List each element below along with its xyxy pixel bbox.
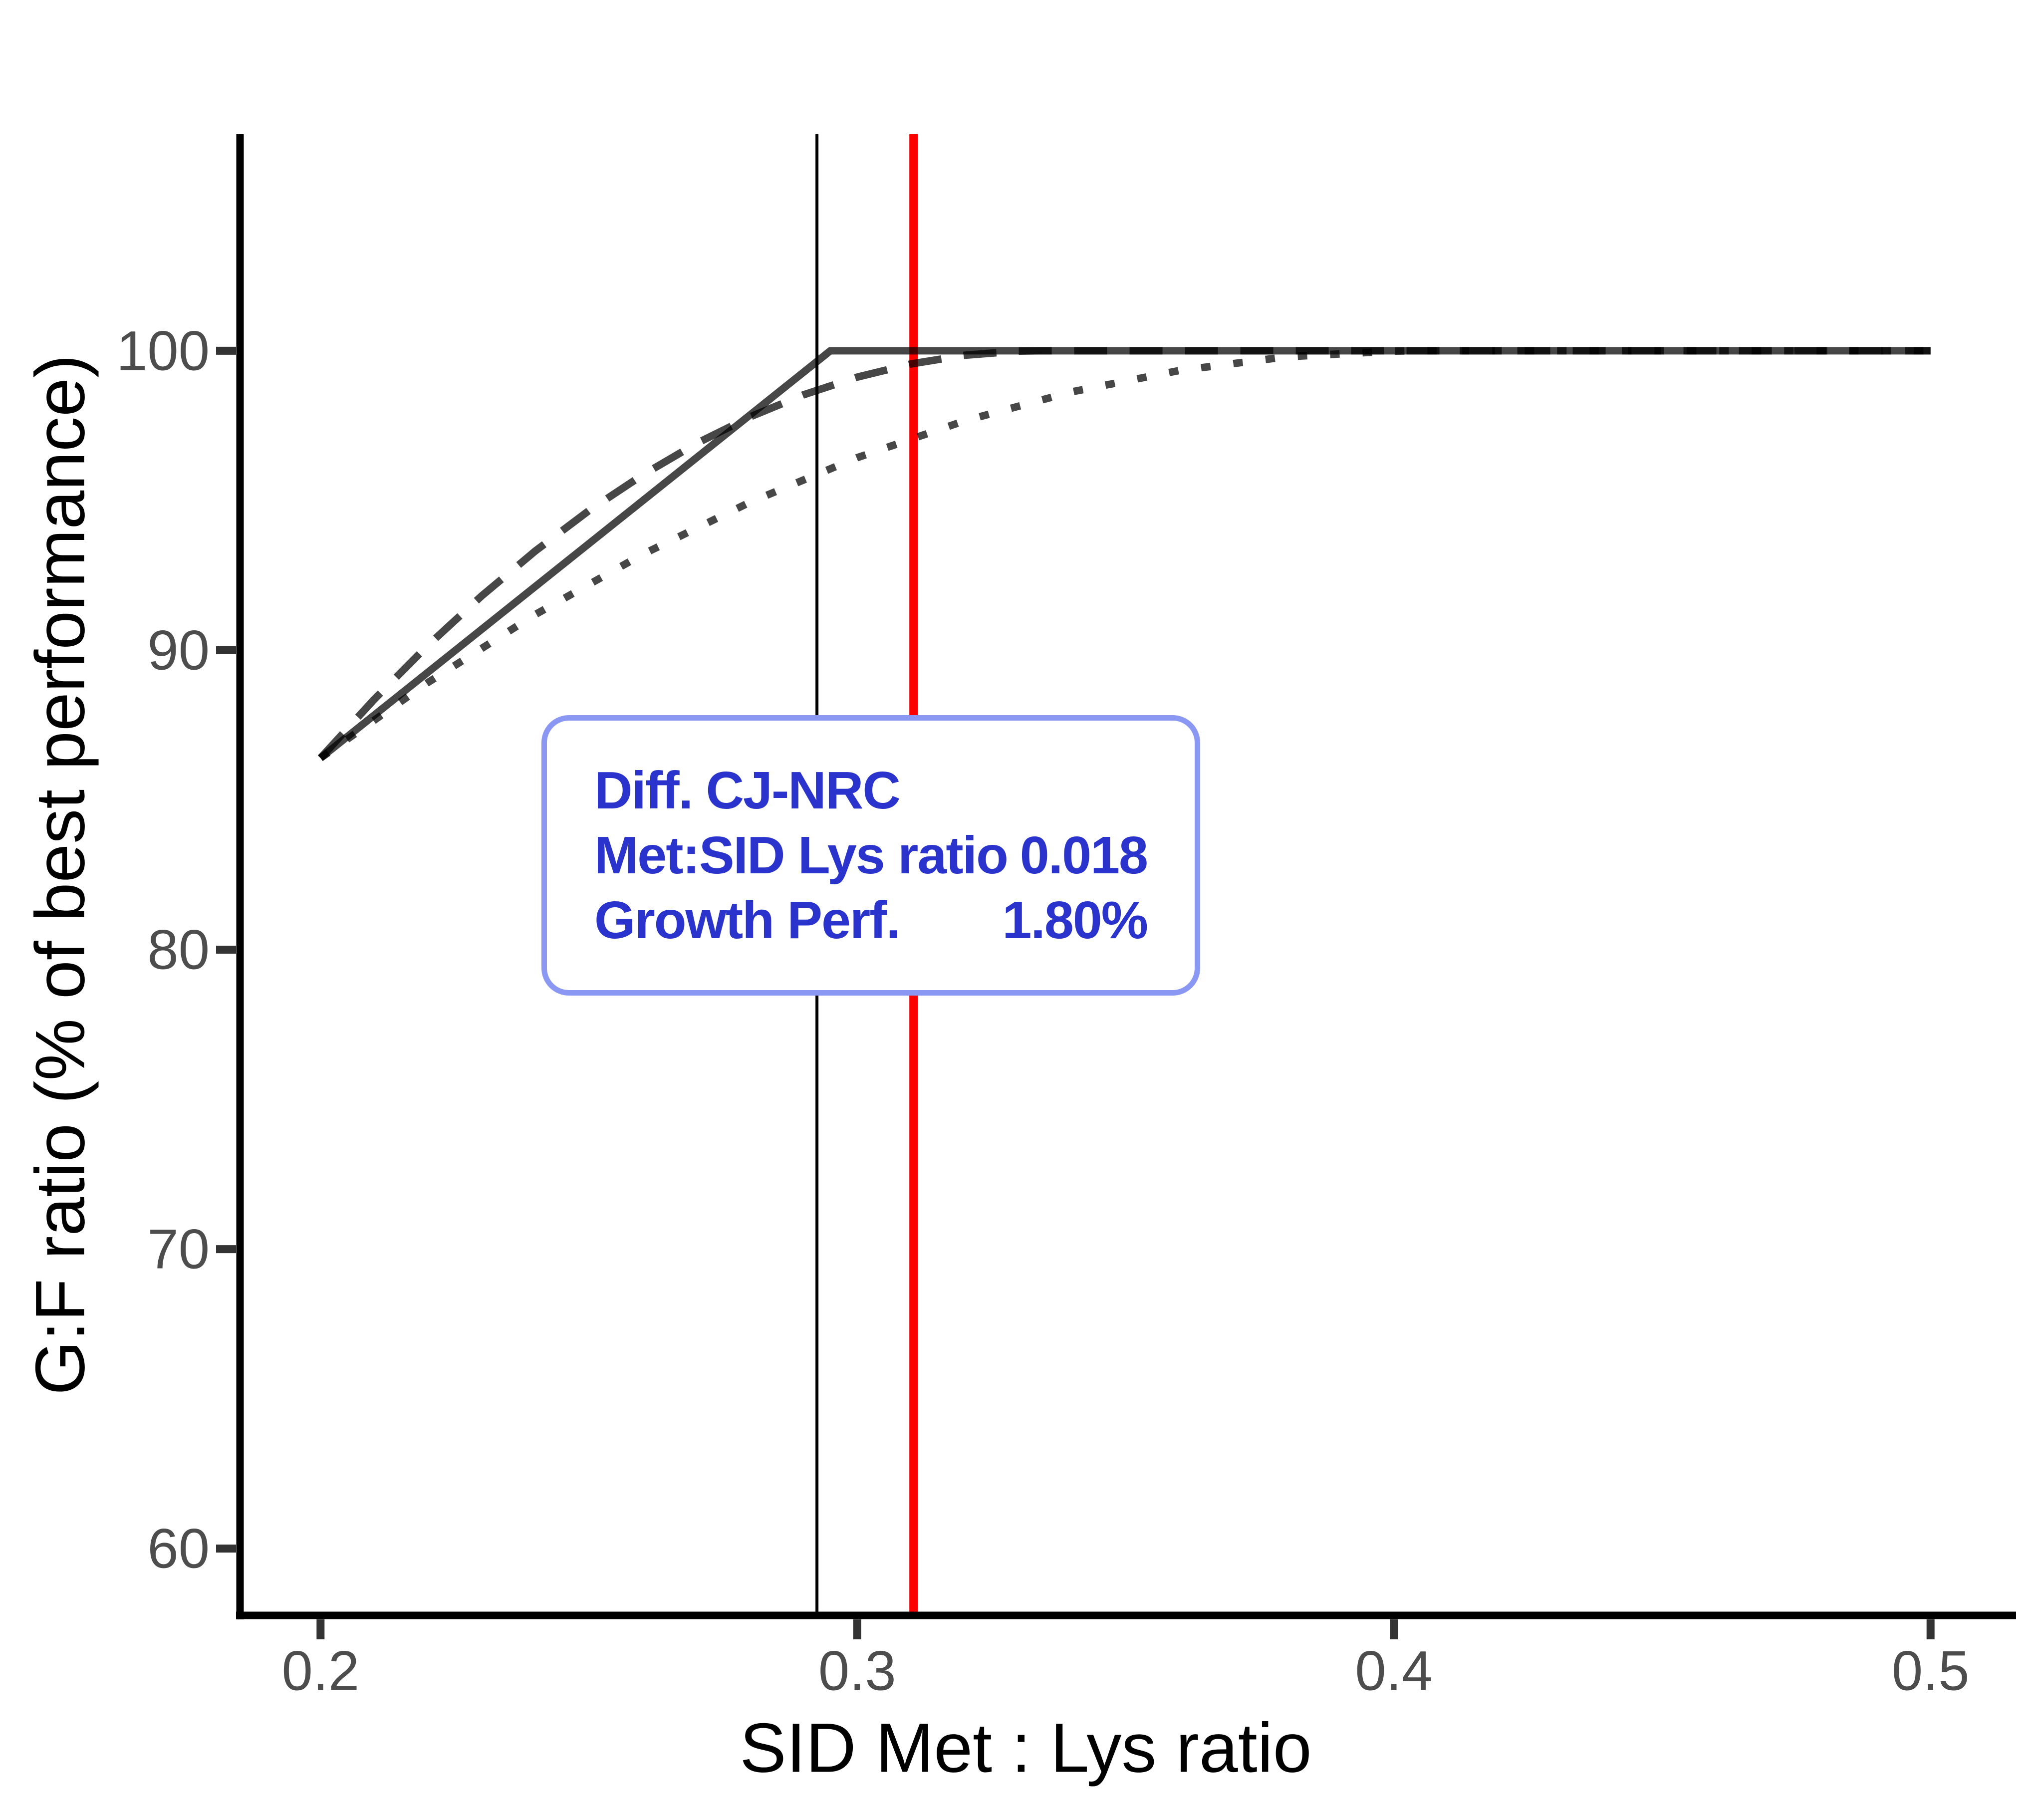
x-tick-label: 0.5	[1892, 1640, 1970, 1702]
annotation-ratio-value: 0.018	[1020, 826, 1148, 885]
annotation-row-ratio: Met:SID Lys ratio 0.018	[594, 823, 1148, 888]
curve-dashed	[317, 347, 1931, 761]
annotation-ratio-label: Met:SID Lys ratio	[594, 826, 1009, 885]
y-tick-label: 70	[147, 1218, 210, 1281]
annotation-title: Diff. CJ-NRC	[594, 761, 901, 820]
x-axis-title: SID Met : Lys ratio	[740, 1709, 1311, 1787]
annotation-growth-label: Growth Perf.	[594, 891, 901, 950]
x-tick-label: 0.4	[1355, 1640, 1433, 1702]
annotation-row-growth: Growth Perf. 1.80%	[594, 888, 1148, 953]
y-axis-title: G:F ratio (% of best performance)	[21, 354, 99, 1395]
curve-dotted	[318, 347, 1931, 762]
x-tick-label: 0.3	[818, 1640, 896, 1702]
y-tick-label: 80	[147, 919, 210, 981]
y-tick-label: 60	[147, 1518, 210, 1580]
annotation-box: Diff. CJ-NRC Met:SID Lys ratio 0.018 Gro…	[541, 715, 1200, 996]
x-tick-label: 0.2	[281, 1640, 359, 1702]
y-tick-label: 90	[147, 619, 210, 681]
annotation-growth-value: 1.80%	[1002, 891, 1148, 950]
curve-solid	[318, 347, 1931, 761]
y-tick-label: 100	[116, 319, 210, 382]
